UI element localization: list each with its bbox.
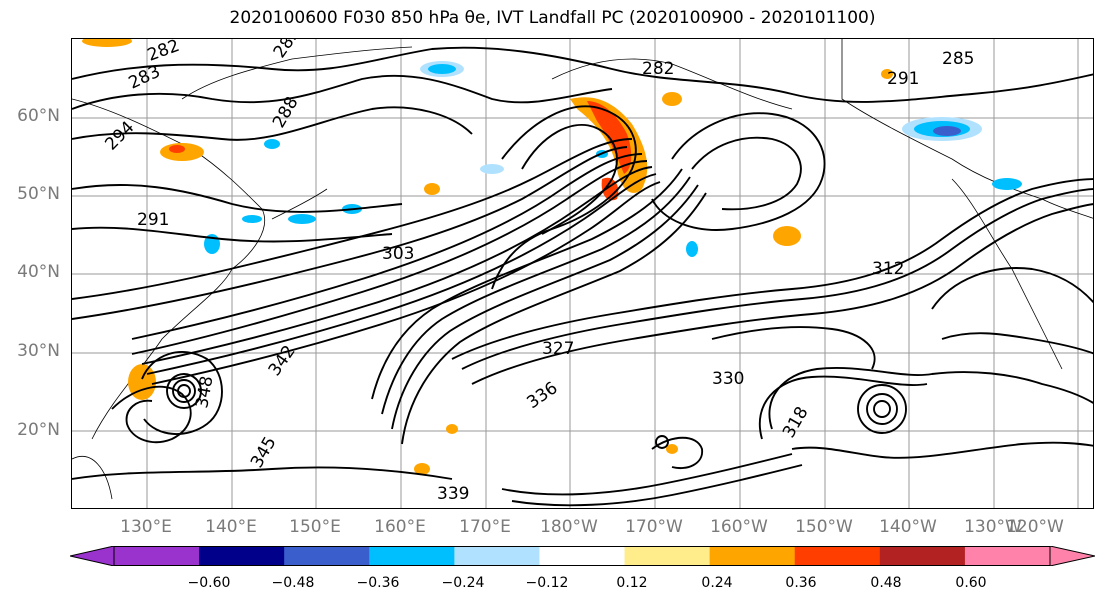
colorbar-segment: [624, 546, 711, 566]
lon-label: 180°W: [540, 517, 598, 537]
contour-label: 330: [712, 369, 744, 389]
figure-title: 2020100600 F030 850 hPa θe, IVT Landfall…: [229, 8, 876, 28]
contour-label: 288: [269, 93, 303, 131]
lon-label: 150°W: [795, 517, 853, 537]
colorbar-segment: [199, 546, 285, 566]
lat-label: 50°N: [17, 184, 60, 204]
colorbar-tick: 0.48: [870, 575, 902, 591]
contour-label: 342: [265, 342, 300, 380]
lon-label: 160°W: [710, 517, 768, 537]
colorbar-segment: [369, 546, 455, 566]
contour-label: 345: [247, 433, 281, 471]
colorbar-tick: 0.36: [785, 575, 817, 591]
colorbar-tick: −0.24: [441, 575, 485, 591]
contour-label: 327: [542, 339, 574, 359]
contour-label: 291: [887, 69, 919, 89]
contour-label: 282: [642, 59, 674, 79]
colorbar-graphic: [69, 545, 1096, 567]
lon-label: 170°W: [625, 517, 683, 537]
colorbar: [69, 545, 1096, 567]
contour-label: 339: [437, 484, 469, 504]
colorbar-segment: [454, 546, 540, 566]
lat-label: 30°N: [17, 341, 60, 361]
colorbar-tick: −0.60: [187, 575, 231, 591]
lon-label: 150°E: [289, 517, 341, 537]
colorbar-tick: 0.24: [701, 575, 733, 591]
theta-e-contours: [72, 46, 1093, 507]
lat-label: 60°N: [17, 106, 60, 126]
colorbar-segment: [879, 546, 966, 566]
lon-label: 160°E: [374, 517, 426, 537]
colorbar-segment: [284, 546, 370, 566]
colorbar-tick: −0.12: [525, 575, 569, 591]
lon-label: 170°E: [459, 517, 511, 537]
contour-label: 336: [523, 378, 561, 413]
colorbar-tick: 0.12: [616, 575, 648, 591]
colorbar-tick: −0.48: [271, 575, 315, 591]
contour-label: 318: [779, 403, 813, 441]
map-graphic: 282 283 285 288 294 291 303 342 345 348 …: [72, 39, 1093, 508]
contour-label: 303: [382, 244, 414, 264]
lat-label: 40°N: [17, 262, 60, 282]
gridlines: [72, 39, 1093, 508]
lon-label: 140°E: [205, 517, 257, 537]
colorbar-extend-max: [1049, 545, 1096, 567]
lon-label: 120°W: [1006, 517, 1064, 537]
contour-label: 282: [145, 39, 182, 66]
contour-label: 294: [101, 117, 138, 154]
colorbar-segment: [539, 546, 626, 566]
anomaly-fill: [82, 39, 1022, 475]
contour-label: 348: [192, 374, 217, 409]
lon-label: 130°E: [120, 517, 172, 537]
colorbar-tick: 0.60: [955, 575, 987, 591]
lat-label: 20°N: [17, 420, 60, 440]
colorbar-extend-min: [69, 545, 115, 567]
lon-label: 130°W: [964, 517, 1022, 537]
map-panel: 282 283 285 288 294 291 303 342 345 348 …: [71, 38, 1094, 509]
colorbar-segment: [709, 546, 796, 566]
colorbar-segment: [794, 546, 881, 566]
colorbar-segment: [964, 546, 1051, 566]
contour-label: 291: [137, 210, 169, 230]
contour-label: 285: [942, 49, 974, 69]
colorbar-segment: [114, 546, 200, 566]
colorbar-tick: −0.36: [356, 575, 400, 591]
contour-label: 312: [872, 259, 904, 279]
lon-label: 140°W: [879, 517, 937, 537]
